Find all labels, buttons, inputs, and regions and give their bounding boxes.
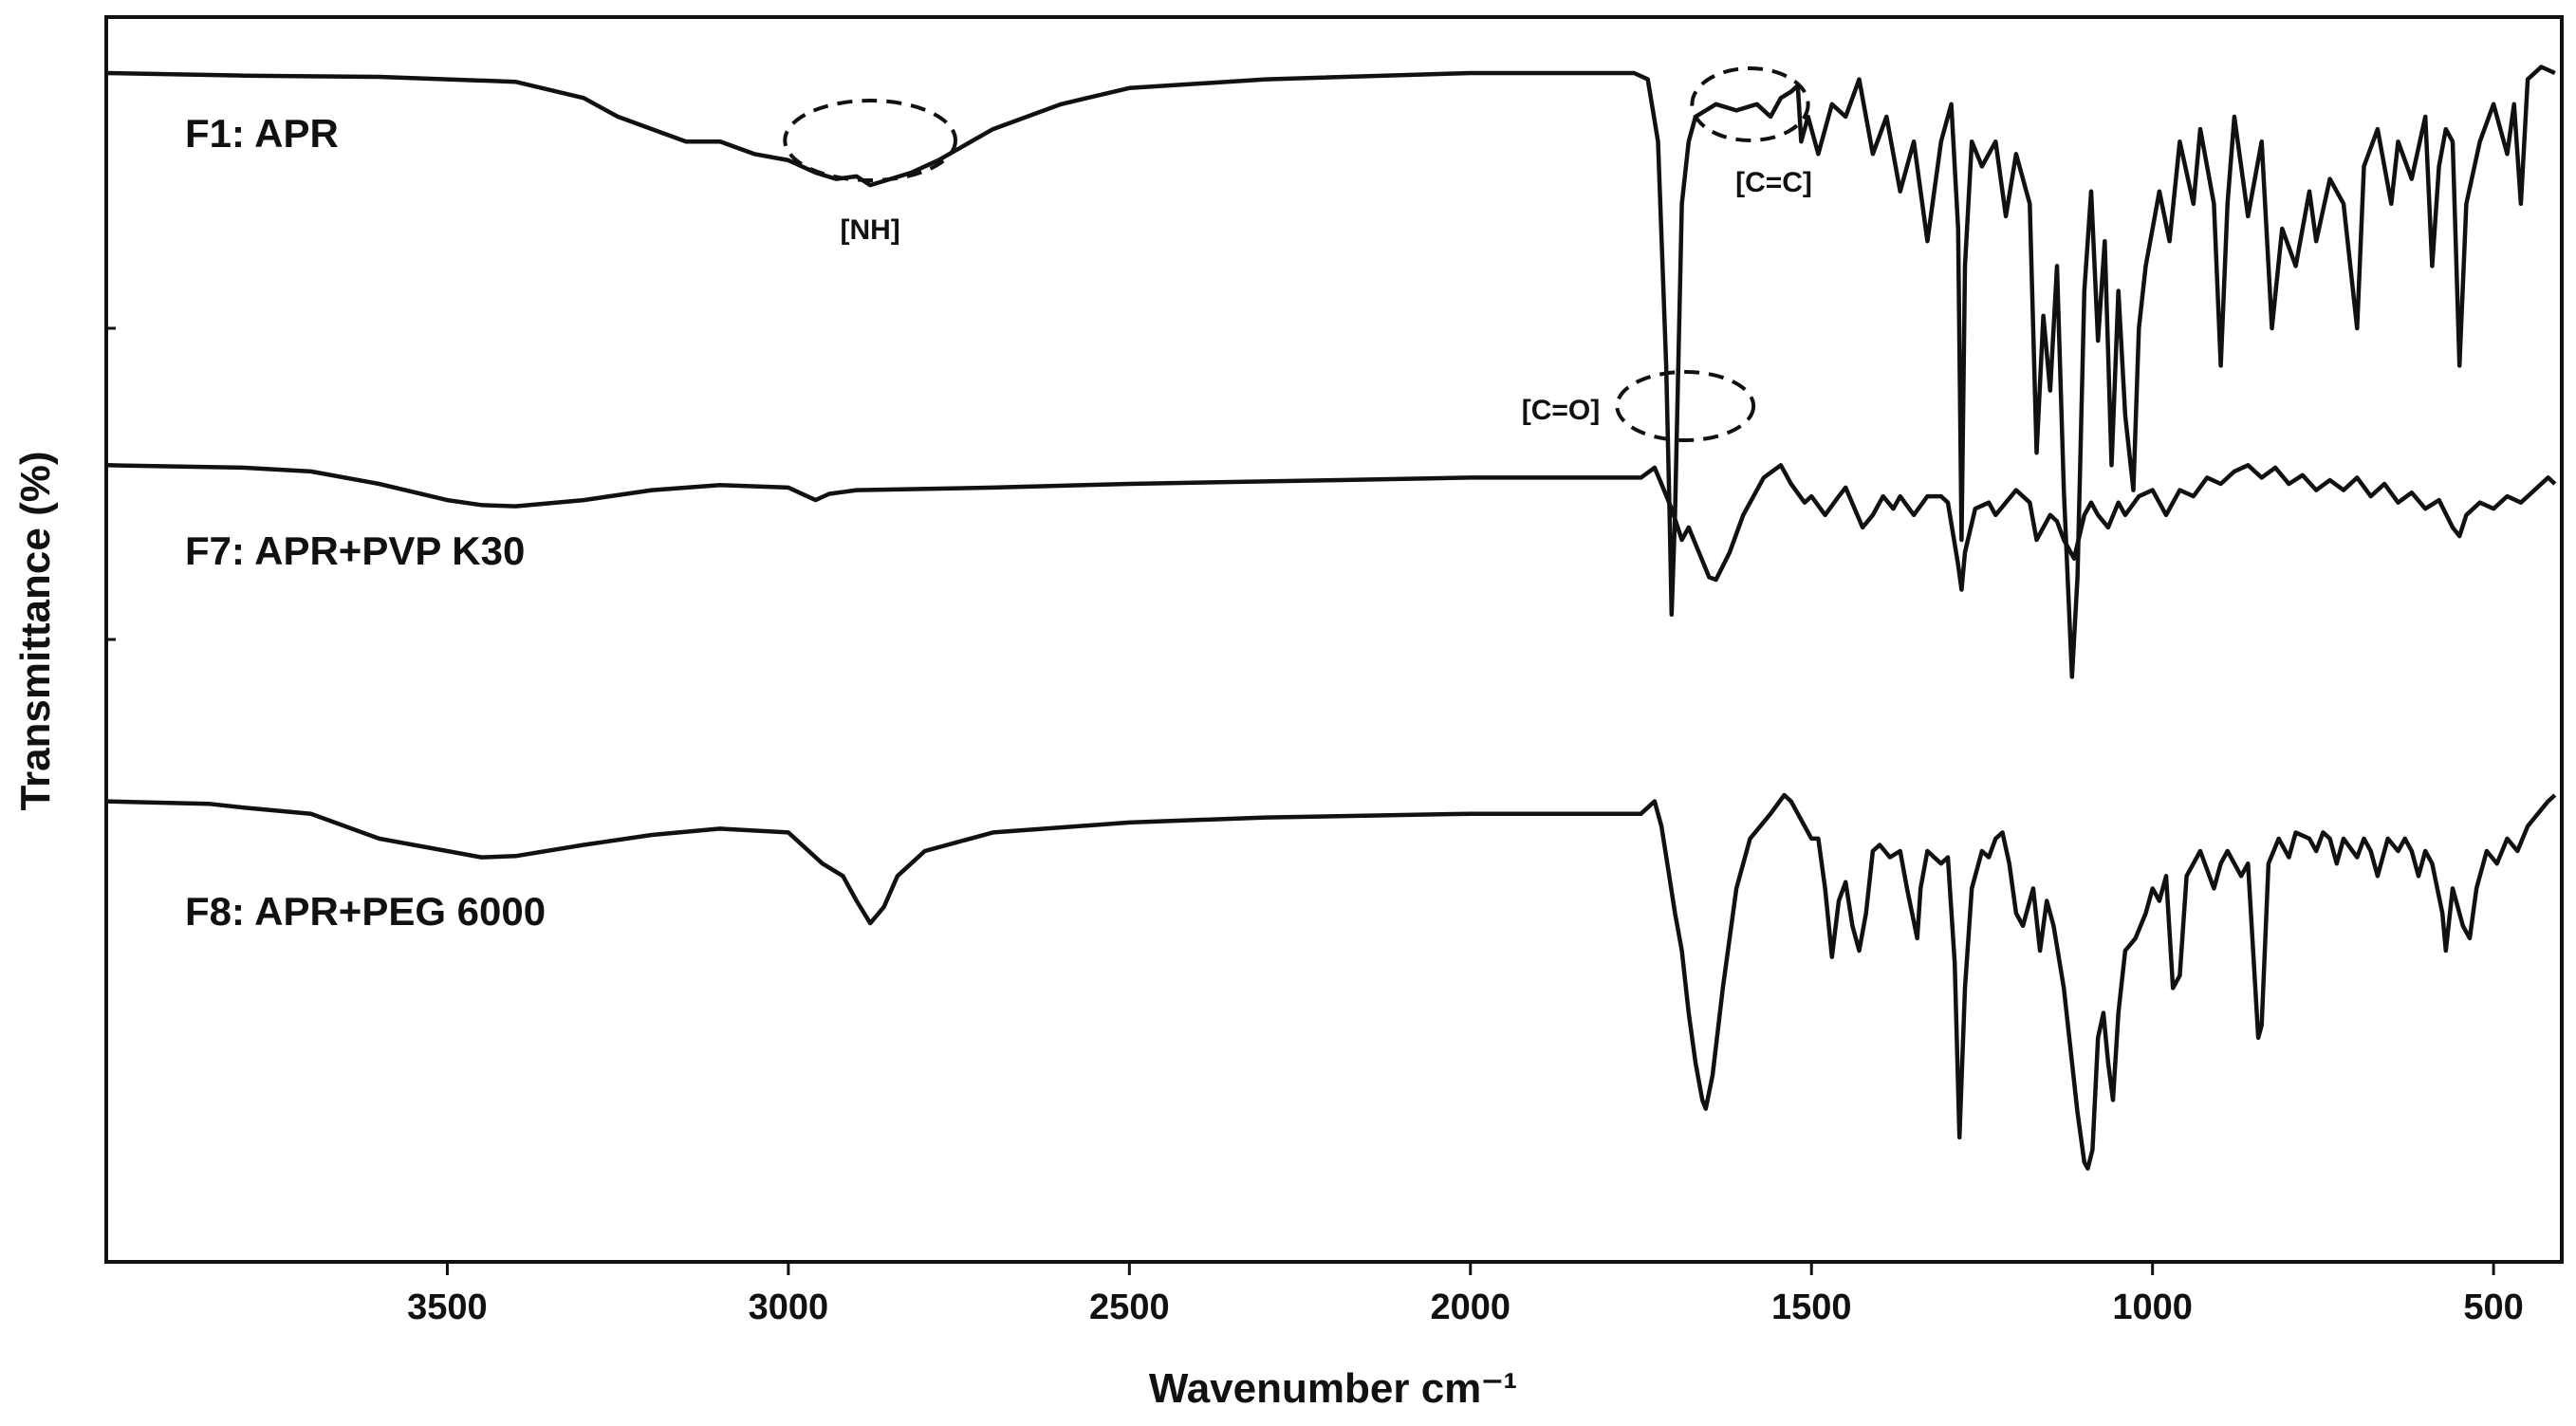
x-axis-title: Wavenumber cm⁻¹ xyxy=(1149,1365,1517,1412)
annotation-ellipse-2 xyxy=(1615,370,1756,442)
series-labels: F1: APR F7: APR+PVP K30 F8: APR+PEG 6000 xyxy=(185,111,546,934)
peak-annotations: [NH] [C=O] [C=C] xyxy=(783,66,1812,442)
x-tick-label-1000: 1000 xyxy=(2112,1287,2193,1327)
x-tick-label-500: 500 xyxy=(2463,1287,2523,1327)
series-line-2 xyxy=(105,463,2557,592)
series-lines xyxy=(105,65,2557,1171)
series-line-1 xyxy=(105,65,2556,679)
annotation-label-3: [C=C] xyxy=(1735,167,1812,198)
x-axis-ticks xyxy=(445,1262,2495,1275)
x-tick-label-1500: 1500 xyxy=(1771,1287,1852,1327)
annotation-ellipse-3 xyxy=(1690,66,1810,142)
x-axis-tick-labels: 3500 3000 2500 2000 1500 1000 500 xyxy=(407,1287,2524,1327)
y-axis-title: Transmittance (%) xyxy=(12,452,59,811)
annotation-label-1: [NH] xyxy=(840,214,899,246)
x-tick-label-3500: 3500 xyxy=(407,1287,488,1327)
x-tick-label-2000: 2000 xyxy=(1431,1287,1511,1327)
y-axis-ticks xyxy=(106,326,116,641)
x-tick-label-3000: 3000 xyxy=(749,1287,829,1327)
series-line-3 xyxy=(105,792,2557,1171)
x-tick-label-2500: 2500 xyxy=(1089,1287,1170,1327)
series-label-3: F8: APR+PEG 6000 xyxy=(185,889,546,934)
series-label-1: F1: APR xyxy=(185,111,339,156)
series-label-2: F7: APR+PVP K30 xyxy=(185,528,525,573)
annotation-ellipse-1 xyxy=(783,99,958,182)
annotation-label-2: [C=O] xyxy=(1522,395,1601,426)
